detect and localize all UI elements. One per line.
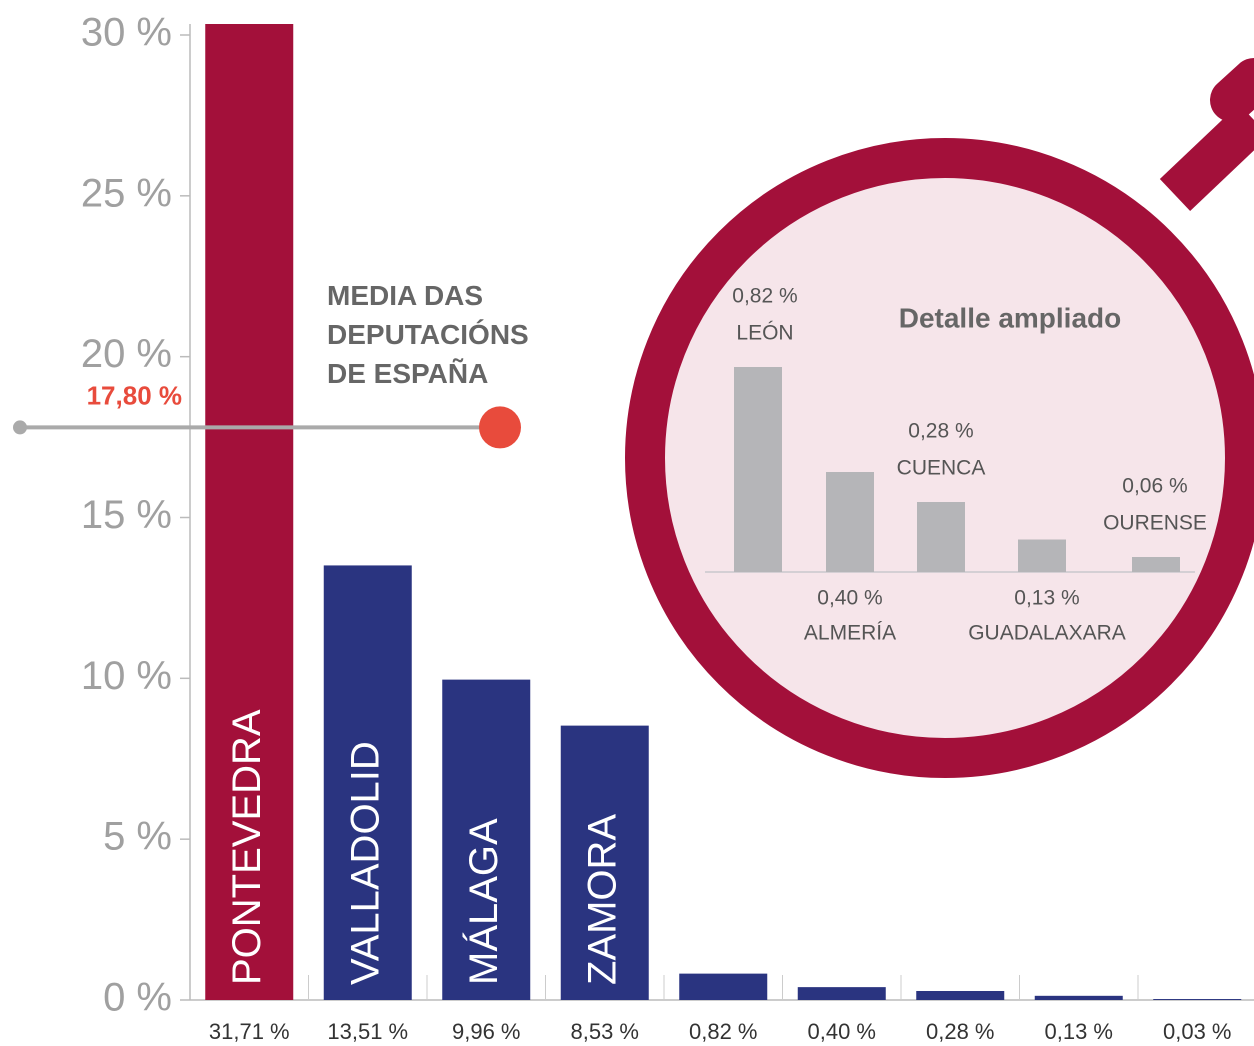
inset-value-label: 0,06 %	[1122, 475, 1187, 498]
inset-value-label: 0,82 %	[732, 285, 797, 308]
bar	[679, 973, 768, 1000]
y-tick-label: 15 %	[81, 493, 172, 537]
y-tick-label: 10 %	[81, 654, 172, 698]
value-label: 0,82 %	[689, 1019, 758, 1044]
category-label: PONTEVEDRA	[225, 709, 269, 985]
y-tick-label: 30 %	[81, 11, 172, 55]
inset-category-label: LEÓN	[736, 322, 793, 345]
bar	[323, 565, 412, 1000]
bar	[916, 990, 1005, 1000]
inset-value-label: 0,40 %	[817, 587, 882, 610]
inset-value-label: 0,13 %	[1014, 587, 1079, 610]
magnifier-lens	[625, 138, 1254, 778]
y-tick-label: 25 %	[81, 171, 172, 215]
bar	[560, 725, 649, 1000]
bar	[442, 679, 531, 1000]
inset-category-label: GUADALAXARA	[968, 622, 1126, 645]
mean-start	[13, 420, 27, 435]
category-label: ZAMORA	[580, 814, 624, 985]
mean-dot	[479, 406, 521, 449]
inset-bar	[1132, 557, 1180, 572]
inset-value-label: 0,28 %	[908, 420, 973, 443]
magnifier-handle-end	[1210, 58, 1254, 122]
mean-annotation: DE ESPAÑA	[327, 358, 488, 389]
value-label: 0,28 %	[926, 1019, 995, 1044]
value-label: 9,96 %	[452, 1019, 521, 1044]
value-label: 8,53 %	[571, 1019, 640, 1044]
value-label: 31,71 %	[209, 1019, 290, 1044]
bar	[797, 987, 886, 1000]
bar	[1034, 995, 1123, 1000]
magnifier-handle	[1159, 104, 1254, 211]
magnifier	[625, 58, 1254, 778]
mean-annotation: MEDIA DAS	[327, 280, 483, 311]
category-label: MÁLAGA	[461, 818, 506, 985]
bar	[1153, 999, 1242, 1000]
inset-title: Detalle ampliado	[899, 302, 1122, 333]
inset-category-label: ALMERÍA	[804, 622, 896, 645]
inset-bar	[734, 367, 782, 572]
inset-bar	[917, 502, 965, 572]
value-label: 0,03 %	[1163, 1019, 1232, 1044]
y-tick-label: 0 %	[103, 976, 172, 1020]
mean-label: 17,80 %	[87, 380, 182, 410]
inset-bar	[1018, 539, 1066, 572]
inset-bar	[826, 472, 874, 572]
inset-category-label: CUENCA	[897, 457, 986, 480]
y-tick-label: 5 %	[103, 815, 172, 859]
y-tick-label: 20 %	[81, 332, 172, 376]
value-label: 13,51 %	[327, 1019, 408, 1044]
mean-annotation: DEPUTACIÓNS	[327, 319, 529, 350]
value-label: 0,40 %	[808, 1019, 877, 1044]
bars	[205, 24, 1242, 1000]
inset-category-label: OURENSE	[1103, 512, 1207, 535]
bar	[205, 24, 294, 1000]
value-label: 0,13 %	[1045, 1019, 1114, 1044]
category-label: VALLADOLID	[343, 741, 387, 985]
